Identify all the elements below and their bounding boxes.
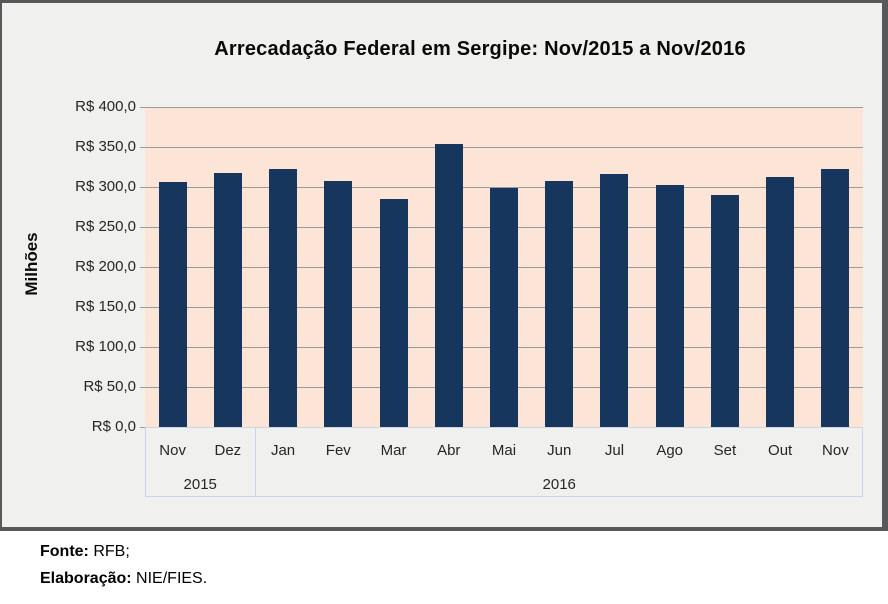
bar-dez-1	[213, 173, 242, 427]
bar-mar-4	[379, 199, 408, 427]
y-axis-tick	[140, 347, 145, 348]
month-label: Dez	[214, 442, 242, 459]
y-axis-tick	[140, 307, 145, 308]
month-label: Jul	[604, 442, 625, 459]
y-tick-label: R$ 150,0	[75, 298, 136, 315]
elaboration-value: NIE/FIES.	[136, 570, 208, 587]
bar-set-10	[710, 195, 739, 427]
bar-jul-8	[600, 174, 629, 427]
bar-out-11	[766, 176, 795, 427]
bar-nov-12	[821, 168, 850, 427]
category-separator	[255, 427, 257, 496]
source-line: Fonte: RFB;	[40, 538, 540, 565]
y-axis-tick	[140, 427, 145, 428]
y-tick-label: R$ 50,0	[83, 378, 136, 395]
bar-jun-7	[545, 181, 574, 427]
gridline	[145, 187, 863, 188]
bar-nov-0	[158, 182, 187, 427]
month-label: Nov	[822, 442, 849, 459]
month-label: Jun	[547, 442, 572, 459]
month-label: Set	[713, 442, 737, 459]
y-axis-tick	[140, 227, 145, 228]
elaboration-line: Elaboração: NIE/FIES.	[40, 565, 540, 592]
chart-title: Arrecadação Federal em Sergipe: Nov/2015…	[214, 38, 746, 60]
month-label: Nov	[159, 442, 186, 459]
y-axis-tick	[140, 267, 145, 268]
bar-fev-3	[324, 180, 353, 427]
month-label: Mar	[380, 442, 407, 459]
source-value: RFB;	[93, 543, 130, 560]
y-tick-label: R$ 300,0	[75, 178, 136, 195]
y-tick-label: R$ 200,0	[75, 258, 136, 275]
y-tick-label: R$ 250,0	[75, 218, 136, 235]
month-label: Out	[768, 442, 793, 459]
year-label: 2016	[542, 476, 576, 493]
category-separator	[145, 427, 146, 496]
month-label: Mai	[491, 442, 517, 459]
x-axis-line	[145, 427, 863, 428]
gridline	[145, 107, 863, 108]
y-axis-tick	[140, 147, 145, 148]
bar-abr-5	[434, 143, 463, 427]
y-axis-tick	[140, 387, 145, 388]
y-tick-label: R$ 400,0	[75, 98, 136, 115]
month-label: Ago	[656, 442, 684, 459]
chart-caption: Fonte: RFB; Elaboração: NIE/FIES.	[40, 538, 540, 592]
source-label: Fonte:	[40, 543, 89, 560]
bar-jan-2	[269, 168, 298, 427]
bar-ago-9	[655, 184, 684, 427]
bar-mai-6	[490, 187, 518, 427]
plot-area	[145, 107, 863, 427]
category-bottom-line	[145, 496, 863, 497]
y-axis-tick	[140, 107, 145, 108]
y-axis-tick	[140, 187, 145, 188]
year-label: 2015	[183, 476, 217, 493]
y-tick-label: R$ 100,0	[75, 338, 136, 355]
month-label: Fev	[325, 442, 351, 459]
month-label: Abr	[437, 442, 461, 459]
month-label: Jan	[270, 442, 296, 459]
y-tick-label: R$ 0,0	[91, 418, 136, 435]
gridline	[145, 147, 863, 148]
y-tick-label: R$ 350,0	[75, 138, 136, 155]
elaboration-label: Elaboração:	[40, 570, 132, 587]
category-separator	[862, 427, 863, 496]
